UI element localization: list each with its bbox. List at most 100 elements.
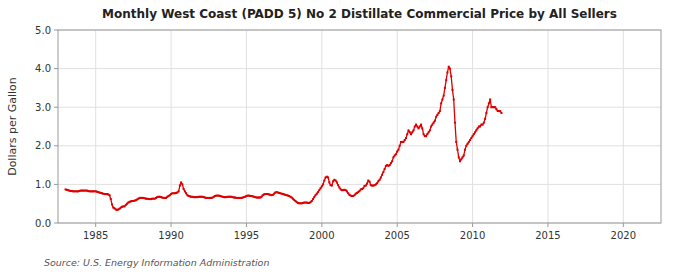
y-tick [54,223,58,224]
y-tick-label: 5.0 [35,25,51,36]
point-marker [484,118,486,120]
y-grid-line [58,68,661,69]
point-marker [180,181,182,183]
chart-container: 198519901995200020052010201520200.01.02.… [0,0,675,275]
y-tick [54,184,58,185]
source-note: Source: U.S. Energy Information Administ… [44,257,269,268]
point-marker [444,87,446,89]
point-marker [369,181,371,183]
point-marker [380,176,382,178]
y-tick-label: 4.0 [35,63,51,74]
point-marker [458,156,460,158]
price-line [66,67,502,210]
y-tick-label: 1.0 [35,179,51,190]
point-marker [397,149,399,151]
point-marker [464,149,466,151]
point-marker [405,137,407,139]
x-tick-label: 1995 [234,230,259,241]
chart-svg: 198519901995200020052010201520200.01.02.… [0,0,675,275]
point-marker [366,183,368,185]
point-marker [110,198,112,200]
point-marker [178,190,180,192]
point-marker [322,183,324,185]
y-grid-line [58,184,661,185]
grid [58,30,661,223]
y-grid-line [58,145,661,146]
point-marker [185,192,187,194]
point-marker [433,122,435,124]
point-marker [436,114,438,116]
x-tick-label: 2020 [611,230,636,241]
point-marker [312,198,314,200]
y-tick [54,30,58,31]
point-marker [450,75,452,77]
y-tick-label: 0.0 [35,218,51,229]
point-marker [381,174,383,176]
point-marker [419,126,421,128]
point-marker [477,127,479,129]
point-marker [459,160,461,162]
y-axis-label: Dollars per Gallon [6,77,19,176]
point-marker [362,187,364,189]
point-marker [468,141,470,143]
point-marker [425,135,427,137]
x-grid-line [547,30,548,223]
point-marker [449,68,451,70]
x-tick [321,223,322,227]
point-marker [430,126,432,128]
point-marker [183,188,185,190]
point-marker [321,185,323,187]
point-marker [402,141,404,143]
x-grid-line [321,30,322,223]
point-marker [438,112,440,114]
point-marker [453,98,455,100]
point-marker [456,149,458,151]
point-marker [313,196,315,198]
point-marker [434,120,436,122]
x-tick [171,223,172,227]
point-marker [451,89,453,91]
point-marker [500,112,502,114]
point-marker [415,124,417,126]
x-grid-line [95,30,96,223]
point-marker [421,127,423,129]
point-marker [467,143,469,145]
point-marker [494,106,496,108]
point-marker [390,162,392,164]
point-marker [475,129,477,131]
point-marker [336,181,338,183]
point-marker [488,102,490,104]
point-marker [337,184,339,186]
point-marker [379,179,381,181]
point-marker [482,124,484,126]
point-marker [428,131,430,133]
point-marker [446,71,448,73]
point-marker [465,145,467,147]
x-tick-label: 2000 [309,230,334,241]
point-marker [485,112,487,114]
point-marker [396,151,398,153]
x-tick-label: 1990 [158,230,183,241]
point-marker [495,108,497,110]
point-marker [413,129,415,131]
point-marker [414,126,416,128]
y-tick [54,68,58,69]
point-marker [455,141,457,143]
x-grid-line [397,30,398,223]
y-grid-line [58,107,661,108]
y-tick [54,145,58,146]
point-marker [448,66,450,68]
point-marker [179,185,181,187]
point-marker [317,191,319,193]
point-marker [335,180,337,182]
point-marker [420,124,422,126]
point-marker [331,185,333,187]
point-marker [426,133,428,135]
x-tick [95,223,96,227]
point-marker [338,186,340,188]
x-tick [547,223,548,227]
point-marker [429,129,431,131]
x-grid-line [246,30,247,223]
x-tick-label: 2010 [460,230,485,241]
point-marker [320,187,322,189]
